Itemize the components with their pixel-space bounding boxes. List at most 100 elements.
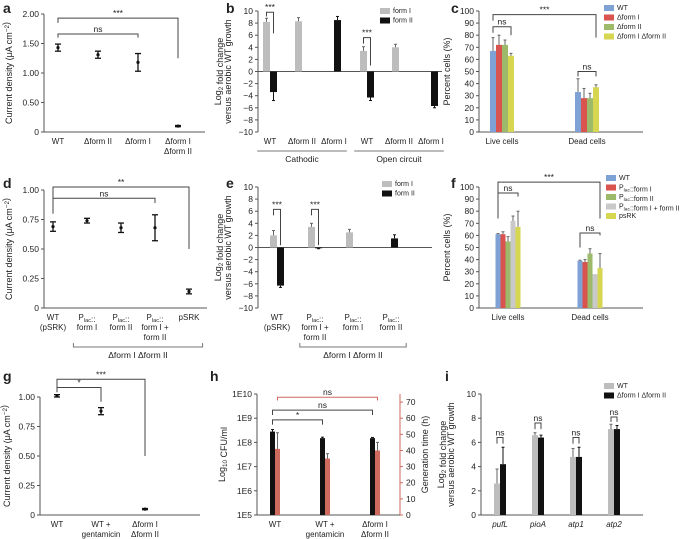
y-tick-label-right: 60 (406, 413, 416, 423)
data-point (119, 226, 123, 230)
y-tick-label: 70 (465, 42, 475, 52)
legend-label: Plac::form II (619, 194, 654, 203)
y-tick-label: −2 (243, 255, 253, 265)
x-tick-label: gentamicin (82, 530, 121, 539)
significance-label: *** (272, 199, 283, 209)
x-tick-label: pSRK (179, 313, 201, 322)
x-tick-label: Dead cells (568, 137, 605, 146)
x-tick-label: WT (361, 137, 374, 146)
x-tick-label: Δform I (418, 137, 444, 146)
y-tick-label: −4 (243, 91, 253, 101)
legend-label: WT (619, 175, 631, 182)
y-tick-label: 40 (465, 79, 475, 89)
significance-bracket (277, 396, 378, 401)
data-point (176, 124, 180, 128)
x-tick-label: form II (304, 333, 327, 342)
y-axis-label: versus aerobic WT growth (223, 19, 233, 123)
panel-d: d 0 0.25 0.50 0.75 1.00 Current density (μA cm… (1, 175, 207, 360)
data-point (143, 507, 147, 511)
significance-bracket (534, 422, 542, 430)
y-tick-label: 60 (465, 54, 475, 64)
significance-bracket (272, 419, 323, 425)
x-tick-label: (pSRK) (40, 323, 67, 332)
y-tick-label-right: 70 (406, 397, 416, 407)
bar (496, 44, 502, 132)
y-tick-label: 100 (460, 182, 474, 192)
y-tick-label: 90 (465, 18, 475, 28)
panel-c: c 0 10 20 30 40 50 60 70 80 90 100 Percent cells (%)… (442, 0, 666, 146)
x-tick-label: form II (144, 333, 167, 342)
y-tick-label: −8 (243, 115, 253, 125)
legend-label: Δform I (617, 15, 640, 22)
bar (391, 238, 398, 248)
bar (367, 71, 374, 98)
y-tick-label-right: 30 (406, 462, 416, 472)
legend-label: Δform II (617, 24, 642, 31)
significance-label: ns (323, 387, 332, 397)
legend-label: psRK (619, 213, 636, 220)
legend-label: form I (393, 8, 411, 15)
y-axis-label: versus aerobic WT growth (446, 402, 456, 506)
y-axis-label: Percent cells (%) (442, 213, 452, 281)
x-tick-label: Plac:: (345, 313, 362, 324)
data-point (153, 226, 157, 230)
panel-letter: b (226, 0, 235, 16)
y-tick-label: −8 (243, 291, 253, 301)
legend-swatch (380, 8, 390, 14)
bar (508, 55, 514, 132)
x-tick-label: WT + (315, 520, 335, 529)
legend-swatch (606, 203, 616, 210)
significance-bracket (492, 14, 597, 38)
x-tick-label: Plac:: (147, 313, 164, 324)
bar (538, 437, 544, 515)
y-tick-label: 0.25 (22, 274, 39, 284)
x-tick-label: Plac:: (79, 313, 96, 324)
legend-swatch (606, 213, 616, 219)
y-axis-label: versus aerobic WT growth (223, 195, 233, 299)
significance-label: ns (534, 413, 543, 423)
x-tick-label: WT (51, 520, 64, 529)
x-tick-label: Δform II (385, 137, 413, 146)
panel-f: f 0 10 20 30 40 50 60 70 80 90 100 Percent cells (%)… (442, 172, 680, 322)
bar (592, 274, 598, 308)
y-axis-label: Percent cells (%) (442, 37, 452, 105)
bar (375, 450, 380, 515)
y-tick-label: 10 (465, 115, 475, 125)
y-tick-label: 0 (471, 510, 476, 520)
significance-bracket (56, 387, 102, 402)
y-tick-label-right: 40 (406, 445, 416, 455)
bar (500, 234, 506, 308)
legend-label: Plac::form I (619, 185, 652, 194)
y-tick-label: 2 (471, 486, 476, 496)
panel-g: g 0 0.25 0.50 0.75 1.00 Current density (μA cm… (0, 368, 200, 539)
legend-swatch (604, 24, 614, 30)
legend-swatch (606, 184, 616, 191)
significance-label: ns (496, 428, 505, 438)
panel-letter: a (3, 0, 11, 16)
y-tick-label: 4 (248, 218, 253, 228)
x-tick-label: Plac:: (307, 313, 324, 324)
bar (346, 232, 353, 248)
y-tick-label: 8 (471, 413, 476, 423)
y-tick-label: −6 (243, 103, 253, 113)
bar (270, 71, 277, 93)
x-tick-label: Δform I (165, 137, 191, 146)
x-tick-label: WT (264, 137, 277, 146)
y-tick-label: 8 (248, 194, 253, 204)
legend-swatch (606, 194, 616, 200)
significance-label: ns (586, 223, 595, 233)
bar (515, 226, 521, 308)
bar (614, 429, 620, 515)
legend-label: Δform I Δform II (617, 34, 666, 41)
significance-bracket (56, 378, 146, 456)
x-tick-label: WT (271, 313, 284, 322)
y-axis-label: Log2 fold change (213, 214, 225, 282)
y-tick-label: 10 (467, 389, 477, 399)
y-tick-label: 4 (471, 462, 476, 472)
x-tick-label: Δform I (132, 520, 158, 529)
y-tick-label: 0 (469, 127, 474, 137)
x-tick-label: Δform II (361, 530, 389, 539)
y-tick-label: 2 (248, 230, 253, 240)
y-axis-label: Log2 fold change (213, 38, 225, 106)
